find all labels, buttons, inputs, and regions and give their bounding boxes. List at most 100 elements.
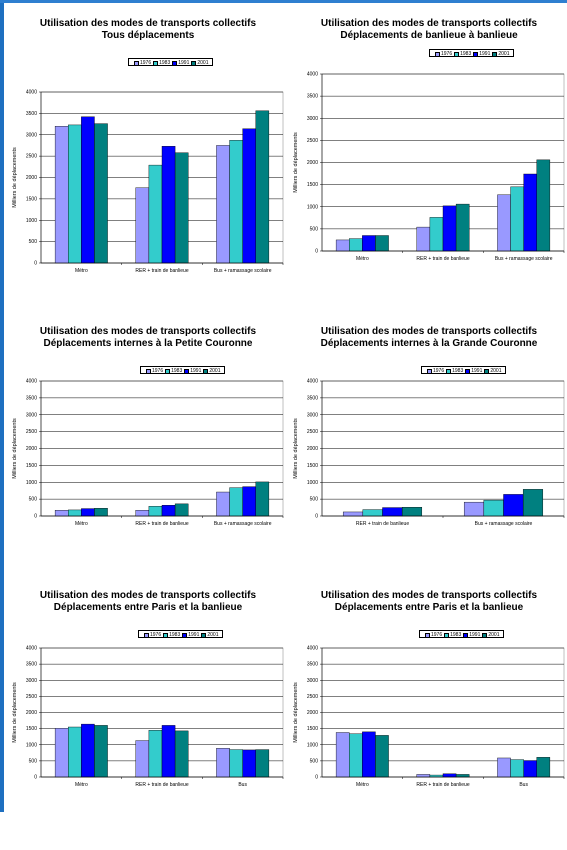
legend-label: 2001 [207, 632, 219, 638]
legend-swatch [172, 60, 178, 66]
bar-1976 [342, 511, 364, 517]
y-tick-label: 3000 [26, 132, 37, 138]
bar-1976 [135, 740, 150, 778]
x-category-label: Bus + ramassage scolaire [475, 521, 533, 527]
x-category-label: RER + train de banlieue [135, 268, 188, 274]
y-tick-label: 4000 [26, 379, 37, 385]
y-tick-label: 3000 [26, 412, 37, 418]
x-category-label: RER + train de banlieue [135, 521, 188, 527]
bar-1991 [362, 731, 376, 778]
bar-1991 [81, 116, 95, 264]
top-frame-border [0, 0, 567, 3]
bar-1991 [503, 494, 524, 517]
bar-2001 [255, 749, 270, 778]
x-category-label: Bus + ramassage scolaire [214, 521, 272, 527]
chart-legend: 1976 1983 1991 2001 [140, 366, 225, 374]
chart-panel-6: Utilisation des modes de transports coll… [289, 590, 567, 850]
bar-2001 [401, 507, 423, 517]
legend-swatch [153, 60, 159, 66]
legend-swatch [435, 51, 440, 57]
y-tick-label: 500 [29, 239, 38, 245]
y-axis-label: Milliers de déplacements [12, 147, 18, 208]
chart-svg: 0 500 1000 1500 2000 2500 3000 3500 4000 Milliers… [293, 72, 565, 262]
bar-2001 [536, 159, 551, 252]
y-tick-label: 500 [29, 758, 38, 764]
bar-1976 [54, 728, 69, 778]
legend-label: 1976 [431, 632, 443, 638]
y-tick-label: 1000 [26, 480, 37, 486]
bar-1983 [68, 509, 82, 517]
x-category-label: Métro [356, 782, 369, 788]
legend-label: 1991 [178, 60, 190, 66]
bar-1976 [335, 239, 350, 252]
chart-svg: 0 500 1000 1500 2000 2500 3000 3500 4000 Milliers… [12, 379, 284, 527]
legend-label: 1976 [140, 60, 152, 66]
bar-1976 [497, 194, 511, 252]
chart-panel-1: Utilisation des modes de transports coll… [8, 18, 288, 278]
bar-2001 [375, 235, 389, 252]
y-tick-label: 2000 [26, 446, 37, 452]
legend-label: 2001 [488, 632, 500, 638]
y-tick-label: 3000 [26, 678, 37, 684]
bar-1991 [242, 749, 256, 778]
y-tick-label: 4000 [26, 646, 37, 652]
legend-label: 1983 [450, 632, 462, 638]
y-tick-label: 1500 [26, 196, 37, 202]
x-category-label: Métro [356, 256, 369, 262]
legend-swatch [446, 368, 452, 374]
y-tick-label: 500 [29, 497, 38, 503]
y-tick-label: 1000 [307, 742, 318, 748]
y-tick-label: 2500 [26, 429, 37, 435]
bar-2001 [94, 508, 108, 517]
bar-2001 [255, 481, 270, 517]
chart-panel-3: Utilisation des modes de transports coll… [8, 326, 288, 586]
x-category-label: Bus [238, 782, 247, 788]
legend-label: 1983 [159, 60, 171, 66]
y-tick-label: 0 [315, 514, 318, 520]
chart-legend: 1976 1983 1991 2001 [421, 366, 506, 374]
chart-title: Utilisation des modes de transports coll… [39, 326, 257, 337]
legend-label: 1991 [190, 368, 202, 374]
legend-label: 1983 [452, 368, 464, 374]
legend-label: 1991 [188, 632, 200, 638]
y-tick-label: 1000 [26, 742, 37, 748]
chart-title: Utilisation des modes de transports coll… [39, 590, 257, 601]
legend-label: 1983 [169, 632, 181, 638]
x-category-label: RER + train de banlieue [416, 782, 469, 788]
x-category-label: Bus [519, 782, 528, 788]
chart-title: Utilisation des modes de transports coll… [320, 590, 538, 601]
bar-1983 [349, 238, 363, 252]
y-tick-label: 3000 [307, 116, 318, 122]
y-tick-label: 1500 [307, 182, 318, 188]
y-tick-label: 4000 [307, 379, 318, 385]
y-tick-label: 3000 [307, 678, 318, 684]
bar-2001 [375, 735, 389, 778]
legend-swatch [425, 632, 430, 638]
y-tick-label: 1000 [307, 480, 318, 486]
legend-swatch [134, 60, 139, 66]
chart-svg: 0 500 1000 1500 2000 2500 3000 3500 4000 Milliers… [12, 90, 284, 274]
y-tick-label: 0 [34, 261, 37, 267]
legend-label: 2001 [498, 51, 510, 57]
chart-svg: 0 500 1000 1500 2000 2500 3000 3500 4000 Milliers… [293, 379, 565, 527]
y-tick-label: 2500 [307, 138, 318, 144]
legend-label: 1976 [150, 632, 162, 638]
legend-swatch [427, 368, 432, 374]
bar-1983 [229, 487, 243, 517]
bar-1983 [148, 164, 163, 264]
y-axis-label: Milliers de déplacements [293, 418, 299, 479]
y-tick-label: 3500 [26, 395, 37, 401]
bar-1991 [161, 504, 176, 517]
legend-swatch [165, 368, 171, 374]
bar-1976 [54, 510, 69, 517]
y-tick-label: 1500 [307, 463, 318, 469]
y-tick-label: 500 [310, 226, 319, 232]
chart-subtitle: Déplacements entre Paris et la banlieue [53, 602, 243, 613]
legend-swatch [203, 368, 209, 374]
y-tick-label: 2000 [307, 446, 318, 452]
y-tick-label: 4000 [307, 72, 318, 78]
chart-subtitle: Tous déplacements [101, 30, 195, 41]
legend-swatch [473, 51, 479, 57]
y-tick-label: 0 [34, 514, 37, 520]
chart-legend: 1976 1983 1991 2001 [138, 630, 223, 638]
